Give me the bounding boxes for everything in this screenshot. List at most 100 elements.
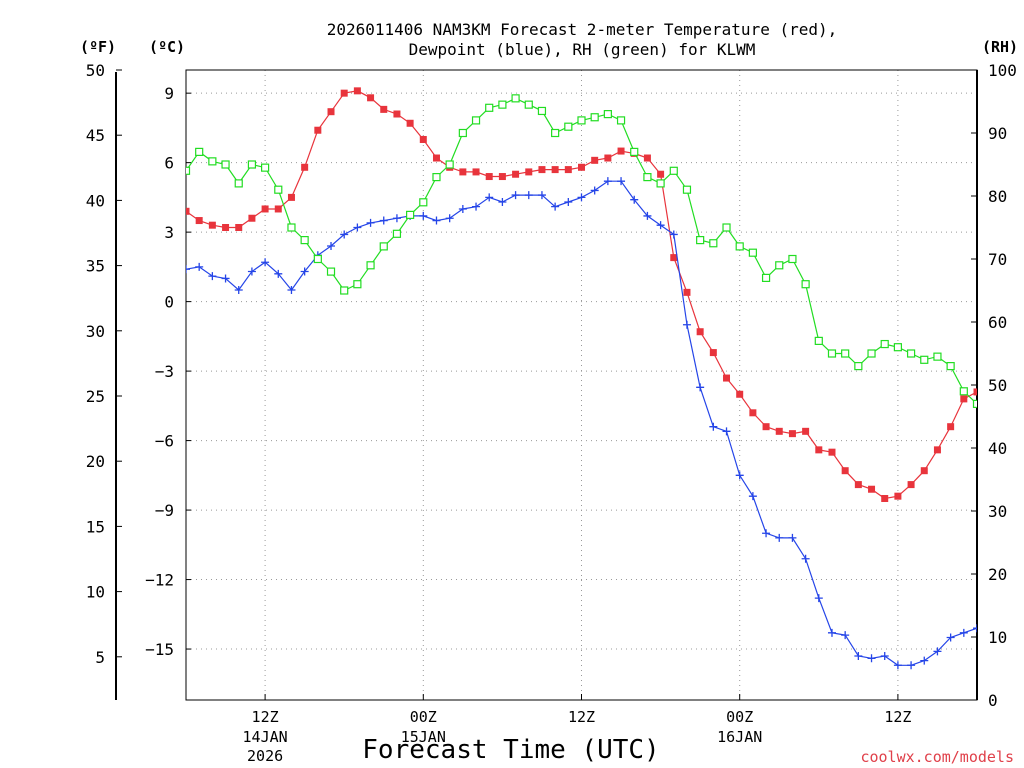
dewpoint-point bbox=[524, 191, 533, 200]
temperature-point bbox=[960, 395, 968, 403]
dewpoint-point bbox=[340, 230, 349, 239]
temperature-point bbox=[894, 492, 902, 500]
dewpoint-point bbox=[511, 191, 520, 200]
series-group bbox=[186, 87, 977, 670]
x-tick-date: 15JAN bbox=[401, 728, 446, 746]
dewpoint-point bbox=[300, 267, 309, 276]
rh-point bbox=[775, 261, 784, 270]
dewpoint-point bbox=[775, 533, 784, 542]
rh-point bbox=[880, 339, 889, 349]
temperature-point bbox=[907, 481, 915, 489]
dewpoint-point bbox=[854, 651, 863, 660]
temperature-point bbox=[933, 446, 941, 454]
dewpoint-point bbox=[617, 177, 626, 186]
rh-point bbox=[340, 286, 349, 295]
temperature-point bbox=[419, 135, 427, 143]
rh-point bbox=[946, 362, 955, 371]
rh-point bbox=[933, 352, 942, 361]
temperature-point bbox=[762, 423, 770, 431]
temperature-point bbox=[459, 168, 467, 176]
temperature-point bbox=[472, 168, 480, 176]
dewpoint-point bbox=[696, 383, 705, 392]
dewpoint-point bbox=[287, 286, 296, 295]
x-tick-date: 14JAN bbox=[243, 728, 288, 746]
temperature-point bbox=[551, 166, 559, 174]
rh-tick-label: 60 bbox=[988, 313, 1007, 332]
temperature-line bbox=[186, 90, 977, 500]
dewpoint-point bbox=[537, 191, 546, 200]
dewpoint-point bbox=[722, 427, 731, 436]
dewpoint-point bbox=[735, 471, 744, 480]
rh-point bbox=[234, 179, 243, 188]
dewpoint-point bbox=[643, 211, 652, 220]
rh-tick-label: 50 bbox=[988, 376, 1007, 395]
rh-point bbox=[471, 116, 481, 125]
dewpoint-point bbox=[656, 221, 665, 230]
rh-point bbox=[748, 248, 757, 257]
temperature-point bbox=[854, 481, 862, 489]
dewpoint-point bbox=[221, 274, 230, 283]
temperature-point bbox=[406, 119, 414, 127]
rh-point bbox=[656, 179, 665, 188]
rh-point bbox=[630, 147, 639, 156]
dewpoint-point bbox=[274, 269, 283, 278]
rh-point bbox=[906, 349, 916, 358]
temperature-point bbox=[696, 328, 704, 336]
temperature-point bbox=[208, 221, 216, 229]
temperature-point bbox=[380, 105, 388, 113]
celsius-tick-label: 3 bbox=[164, 223, 174, 242]
dewpoint-point bbox=[748, 492, 757, 501]
fahrenheit-tick-label: 25 bbox=[86, 387, 105, 406]
rh-point bbox=[186, 166, 191, 175]
dewpoint-point bbox=[880, 651, 889, 660]
rh-point bbox=[590, 113, 599, 122]
rh-point bbox=[313, 254, 322, 264]
temperature-point bbox=[788, 430, 796, 438]
dewpoint-point bbox=[485, 193, 494, 202]
celsius-axis-unit: (ºC) bbox=[149, 38, 185, 56]
dewpoint-point bbox=[234, 286, 243, 295]
rh-point bbox=[379, 242, 388, 251]
temperature-point bbox=[301, 163, 309, 171]
dewpoint-point bbox=[946, 633, 955, 642]
temperature-point bbox=[947, 423, 955, 431]
gridlines bbox=[186, 70, 977, 700]
rh-axis-unit: (RH) bbox=[982, 38, 1018, 56]
temperature-point bbox=[802, 427, 810, 435]
dewpoint-point bbox=[458, 204, 467, 213]
dewpoint-point bbox=[933, 647, 942, 656]
rh-point bbox=[696, 236, 705, 245]
rh-point bbox=[643, 173, 652, 182]
temperature-point bbox=[657, 170, 665, 178]
dewpoint-point bbox=[327, 242, 336, 251]
rh-point bbox=[761, 273, 771, 282]
rh-point bbox=[735, 242, 744, 251]
fahrenheit-tick-label: 40 bbox=[86, 191, 105, 210]
fahrenheit-tick-label: 35 bbox=[86, 257, 105, 276]
temperature-point bbox=[525, 168, 533, 176]
dewpoint-point bbox=[959, 628, 968, 637]
rh-point bbox=[221, 160, 230, 169]
dewpoint-point bbox=[247, 267, 256, 276]
dewpoint-point bbox=[577, 193, 586, 202]
rh-tick-label: 70 bbox=[988, 250, 1007, 269]
rh-point bbox=[274, 185, 283, 194]
dewpoint-point bbox=[432, 216, 441, 225]
dewpoint-point bbox=[920, 656, 929, 665]
dewpoint-point bbox=[801, 554, 810, 563]
temperature-point bbox=[235, 224, 243, 231]
dewpoint-point bbox=[195, 262, 204, 271]
temperature-point bbox=[261, 205, 269, 213]
rh-tick-label: 0 bbox=[988, 691, 998, 710]
temperature-point bbox=[327, 108, 335, 116]
temperature-point bbox=[432, 154, 440, 162]
data-series bbox=[186, 87, 977, 670]
dewpoint-point bbox=[788, 533, 797, 542]
temperature-point bbox=[186, 207, 190, 215]
x-tick-label: 00Z bbox=[726, 708, 753, 726]
temperature-point bbox=[195, 217, 203, 225]
celsius-tick-label: −15 bbox=[145, 640, 174, 659]
temperature-point bbox=[723, 374, 731, 382]
x-tick-label: 00Z bbox=[410, 708, 437, 726]
dewpoint-point bbox=[603, 177, 612, 186]
